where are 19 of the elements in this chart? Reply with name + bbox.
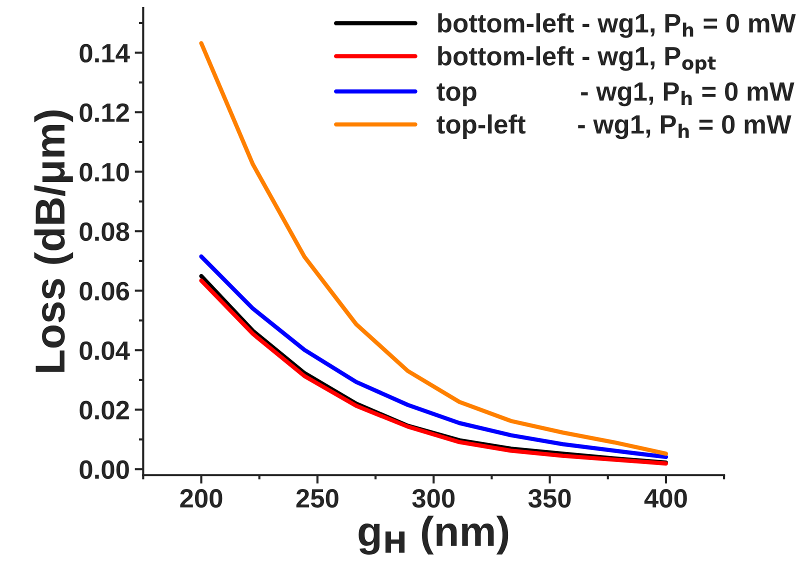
x-axis-title: g$_{H}$ (nm) xyxy=(358,516,508,555)
y-tick-label: 0.08 xyxy=(80,222,130,242)
y-tick-label: 0.00 xyxy=(80,460,129,479)
x-tick-label: 350 xyxy=(528,489,571,508)
legend-label: bottom-left - wg1, P$_{h}$ = 0 mW xyxy=(438,13,796,38)
y-axis-title: Loss (dB/μm) xyxy=(34,110,74,372)
x-tick-label: 200 xyxy=(180,489,222,508)
legend-label: top - wg1, P$_{h}$ = 0 mW xyxy=(436,82,794,106)
x-tick-label: 250 xyxy=(296,489,338,508)
y-tick-label: 0.14 xyxy=(80,44,130,63)
y-tick-label: 0.10 xyxy=(80,162,129,182)
legend-label: bottom-left - wg1, P$_{opt}$ xyxy=(438,46,716,74)
y-tick-label: 0.02 xyxy=(80,400,129,420)
y-tick-label: 0.06 xyxy=(80,282,130,301)
y-tick-label: 0.04 xyxy=(80,341,130,360)
legend-label: top-left - wg1, P$_{h}$ = 0 mW xyxy=(436,114,792,140)
x-tick-label: 300 xyxy=(412,489,455,508)
x-tick-label: 400 xyxy=(644,489,687,508)
y-tick-label: 0.12 xyxy=(80,103,129,122)
